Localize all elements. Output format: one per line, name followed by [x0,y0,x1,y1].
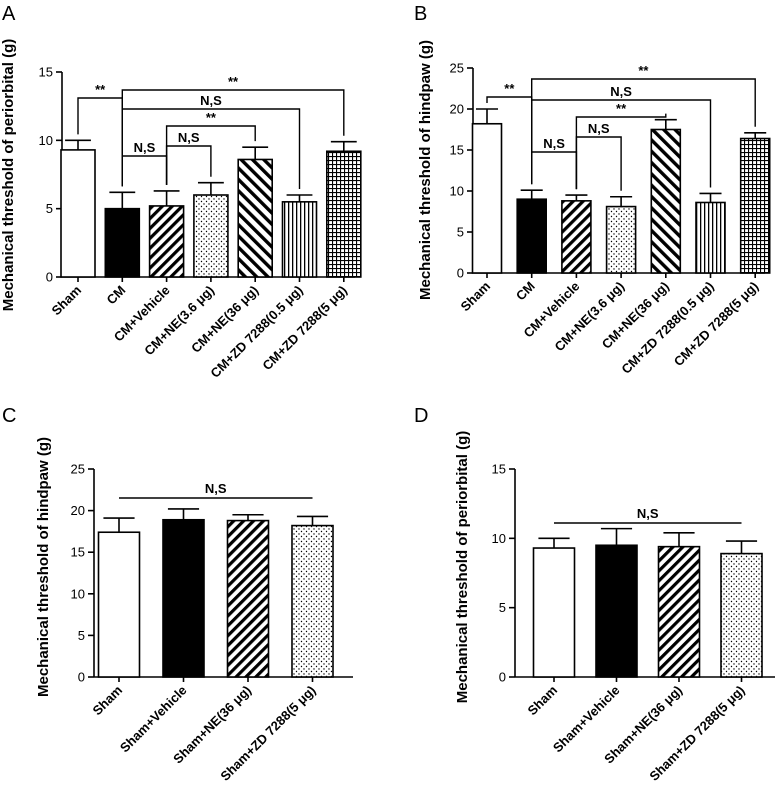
significance-bracket [531,151,578,190]
y-axis-label: Mechanical threshold of hindpaw (g) [417,40,434,300]
x-tick-label: CM [104,283,129,308]
significance-bracket [121,155,168,187]
bar [516,198,548,274]
bar [561,200,592,274]
significance-label: ** [206,110,217,125]
x-tick-label: Sham [48,283,84,319]
y-tick-label: 0 [78,670,85,685]
y-tick-label: 10 [71,586,85,601]
bar [325,150,362,278]
bar [657,545,701,678]
significance-bracket [575,113,667,190]
bar [148,205,185,278]
panel-letter-b: B [414,3,427,25]
significance-label: ** [95,82,106,97]
bar [226,519,270,678]
x-tick-label: CM+ZD 7288(5 μg) [671,279,762,370]
panel-c: C Mechanical threshold of hindpaw (g) 0 5… [2,405,353,784]
panel-a: A Mechanical threshold of periorbital (g… [0,3,362,381]
bar [193,194,229,278]
significance-label: N,S [205,481,227,496]
significance-label: N,S [543,136,565,151]
y-tick-label: 15 [71,545,85,560]
significance-bracket [165,125,256,185]
y-tick-label: 5 [499,600,506,615]
significance-bracket [165,145,212,185]
significance-bracket [531,78,756,185]
x-tick-label: CM [513,279,538,304]
y-axis-label: Mechanical threshold of hindpaw (g) [35,437,52,697]
panel-d: D Mechanical threshold of periorbital (g… [414,405,775,784]
bar [595,544,638,678]
y-tick-label: 10 [39,133,53,148]
bar [739,137,771,274]
bar [605,205,637,274]
bar [162,518,205,678]
x-tick-label: Sham [457,279,493,315]
bar [60,149,96,278]
y-tick-label: 15 [450,143,464,158]
significance-bracket [575,136,622,191]
significance-label: ** [504,81,515,96]
significance-label: ** [228,74,239,89]
bar [532,547,576,678]
y-tick-label: 15 [492,462,506,477]
x-tick-label: CM+ZD 7288(5 μg) [259,283,350,374]
significance-label: ** [638,63,649,78]
panel-letter-d: D [414,405,428,427]
y-tick-label: 0 [457,266,464,281]
bar [650,128,682,274]
panel-b: B Mechanical threshold of hindpaw (g) 0 5… [414,3,771,377]
bar [237,158,273,278]
y-tick-label: 0 [46,270,53,285]
significance-label: N,S [178,130,200,145]
x-tick-label: Sham+Vehicle [117,683,190,756]
y-tick-label: 10 [450,184,464,199]
significance-label: N,S [134,140,156,155]
y-tick-label: 5 [46,201,53,216]
significance-label: N,S [637,506,659,521]
panel-letter-a: A [2,3,16,25]
significance-label: N,S [200,93,222,108]
y-axis-label: Mechanical threshold of periorbital (g) [0,39,17,312]
y-tick-label: 20 [450,102,464,117]
y-tick-label: 0 [499,670,506,685]
bar [695,201,726,274]
y-tick-label: 20 [71,503,85,518]
significance-bracket [121,89,345,187]
y-tick-label: 25 [71,462,85,477]
significance-label: ** [616,101,627,116]
x-tick-label: Sham [89,683,125,719]
x-tick-label: Sham [524,683,560,719]
bar [97,531,141,678]
y-tick-label: 5 [78,628,85,643]
significance-label: N,S [610,84,632,99]
bar [281,201,318,278]
y-axis-label: Mechanical threshold of periorbital (g) [454,431,471,704]
bar [471,122,503,274]
bar [720,552,763,678]
y-tick-label: 5 [457,225,464,240]
bar [291,524,334,678]
bar [104,207,141,278]
y-tick-label: 15 [39,65,53,80]
y-tick-label: 25 [450,61,464,76]
significance-label: N,S [588,121,610,136]
panel-letter-c: C [2,405,16,427]
y-tick-label: 10 [492,531,506,546]
